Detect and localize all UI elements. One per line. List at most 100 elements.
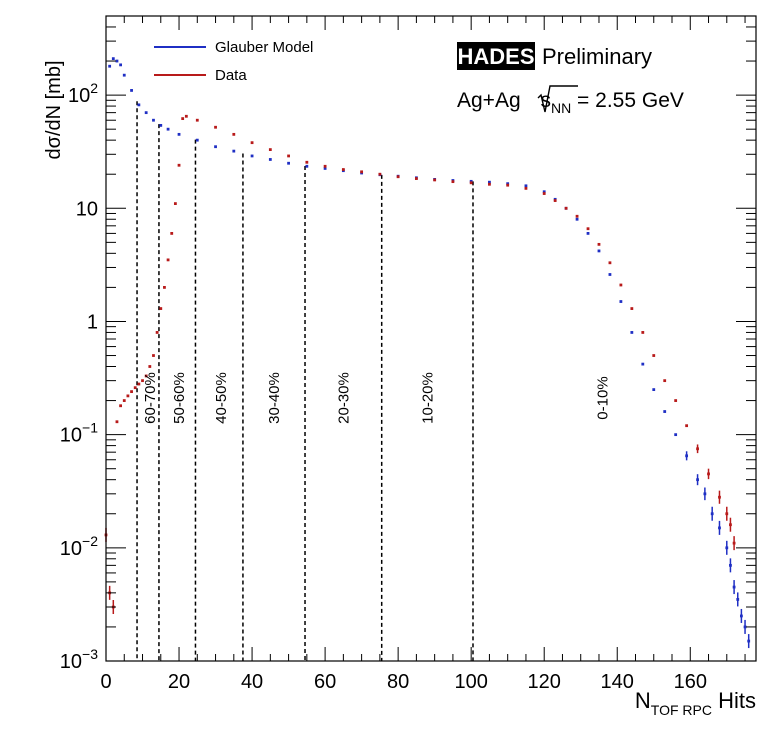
data-point bbox=[177, 163, 181, 167]
data-point bbox=[414, 177, 418, 180]
centrality-cut-lines bbox=[136, 101, 474, 661]
data-point bbox=[163, 285, 166, 289]
data-point bbox=[268, 158, 272, 161]
data-point bbox=[542, 192, 546, 195]
data-point bbox=[250, 154, 254, 158]
centrality-class-label: 30-40% bbox=[266, 372, 283, 424]
data-point bbox=[630, 307, 634, 310]
data-series bbox=[104, 57, 751, 649]
data-point bbox=[652, 388, 656, 392]
data-point bbox=[152, 118, 155, 122]
data-point bbox=[524, 186, 528, 190]
data-point bbox=[524, 184, 528, 188]
data-point bbox=[586, 227, 590, 231]
data-point bbox=[619, 283, 623, 287]
data-point bbox=[488, 182, 491, 186]
data-point bbox=[126, 394, 130, 398]
centrality-class-label: 10-20% bbox=[419, 372, 436, 424]
x-tick-label: 0 bbox=[100, 671, 111, 693]
data-point bbox=[323, 167, 327, 170]
data-point bbox=[619, 300, 623, 303]
data-point bbox=[360, 170, 364, 174]
x-tick-label: 80 bbox=[387, 671, 409, 693]
series-glauber-model bbox=[108, 57, 751, 649]
data-point bbox=[287, 161, 290, 165]
data-point bbox=[506, 182, 510, 186]
x-tick-label: 60 bbox=[314, 671, 336, 693]
y-tick-label: 10−1 bbox=[60, 420, 98, 447]
data-point bbox=[232, 132, 236, 136]
data-point bbox=[469, 181, 473, 185]
data-point bbox=[155, 331, 159, 334]
centrality-class-label: 50-60% bbox=[171, 372, 188, 424]
data-point bbox=[250, 141, 254, 145]
data-point bbox=[152, 354, 155, 357]
x-axis-title: NTOF RPC Hits bbox=[635, 688, 756, 718]
data-point bbox=[173, 202, 177, 206]
data-point bbox=[586, 231, 590, 235]
data-point bbox=[663, 379, 667, 383]
data-point bbox=[111, 57, 115, 61]
x-tick-label: 120 bbox=[528, 671, 561, 693]
data-point bbox=[341, 168, 345, 171]
x-tick-label: 160 bbox=[674, 671, 707, 693]
centrality-class-label: 40-50% bbox=[213, 372, 230, 424]
data-point bbox=[451, 180, 455, 184]
data-point bbox=[166, 127, 170, 131]
y-tick-label: 102 bbox=[68, 80, 98, 107]
series-data bbox=[104, 114, 736, 615]
data-point bbox=[119, 404, 123, 408]
data-point bbox=[652, 354, 656, 357]
data-point bbox=[597, 242, 601, 246]
data-point bbox=[119, 63, 123, 67]
data-point bbox=[130, 390, 133, 394]
data-point bbox=[575, 214, 579, 218]
y-tick-label: 1 bbox=[87, 311, 98, 333]
plot-frame bbox=[105, 15, 757, 662]
data-point bbox=[597, 249, 601, 253]
data-point bbox=[685, 424, 689, 428]
legend-data-label: Data bbox=[215, 67, 247, 84]
y-tick-label: 10 bbox=[76, 198, 98, 220]
data-point bbox=[159, 123, 163, 127]
hades-logo-box bbox=[457, 42, 535, 70]
x-tick-label: 40 bbox=[241, 671, 263, 693]
data-point bbox=[195, 118, 199, 122]
collision-system-label: Ag+Ag sNN = 2.55 GeV bbox=[457, 85, 684, 116]
data-point bbox=[184, 114, 188, 118]
data-point bbox=[148, 365, 152, 368]
y-axis-title: dσ/dN [mb] bbox=[43, 60, 65, 159]
data-point bbox=[488, 180, 491, 184]
x-tick-label: 140 bbox=[601, 671, 634, 693]
sqrt-sign bbox=[537, 85, 578, 113]
centrality-class-label: 60-70% bbox=[142, 372, 159, 424]
data-point bbox=[608, 261, 612, 265]
data-point bbox=[122, 73, 126, 77]
data-point bbox=[433, 178, 437, 182]
data-point bbox=[177, 132, 181, 136]
data-point bbox=[305, 160, 309, 164]
data-point bbox=[542, 190, 546, 194]
data-point bbox=[674, 433, 678, 437]
legend-glauber-label: Glauber Model bbox=[215, 39, 313, 56]
data-point bbox=[630, 331, 634, 334]
data-point bbox=[133, 386, 137, 390]
data-point bbox=[181, 117, 185, 121]
data-point bbox=[115, 59, 119, 63]
energy-text: Ag+Ag sNN = 2.55 GeV bbox=[457, 89, 684, 116]
data-point bbox=[506, 183, 510, 187]
data-point bbox=[122, 399, 126, 402]
data-point bbox=[232, 149, 236, 153]
hades-logo-text: HADES bbox=[457, 44, 534, 69]
y-tick-label: 10−3 bbox=[60, 646, 98, 673]
data-point bbox=[575, 217, 579, 221]
x-tick-label: 20 bbox=[168, 671, 190, 693]
data-point bbox=[564, 206, 568, 210]
x-tick-label: 100 bbox=[454, 671, 487, 693]
data-point bbox=[641, 362, 645, 366]
data-point bbox=[608, 273, 612, 276]
data-point bbox=[287, 154, 290, 158]
data-point bbox=[323, 164, 327, 168]
data-point bbox=[137, 382, 141, 386]
